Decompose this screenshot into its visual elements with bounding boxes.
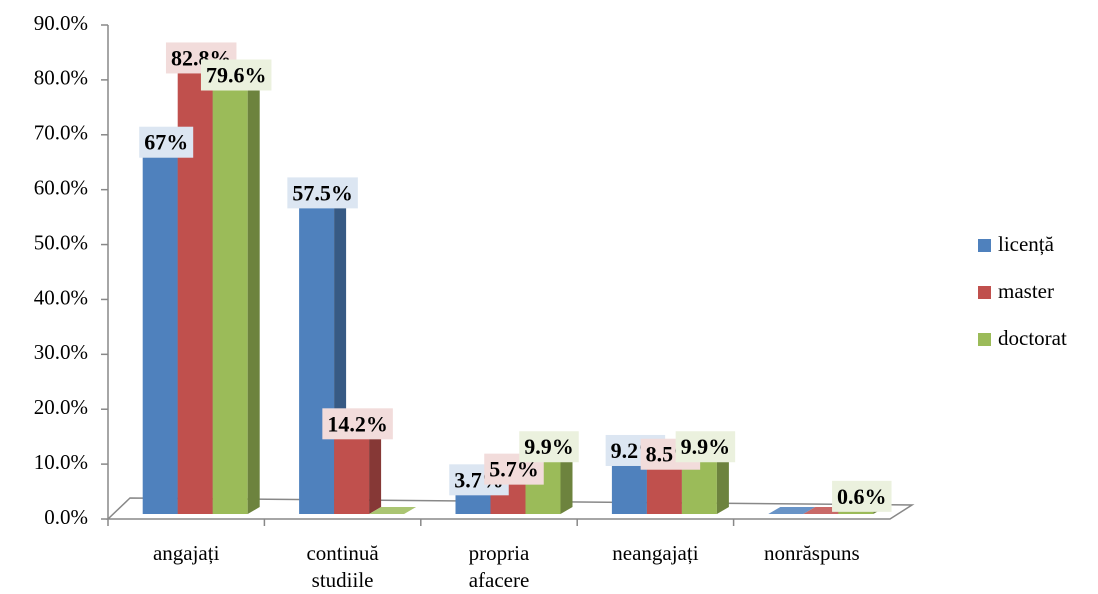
y-tick-label: 20.0% — [34, 395, 88, 419]
y-tick-label: 0.0% — [44, 505, 88, 529]
value-label: 79.6% — [206, 63, 267, 88]
bar-front — [299, 207, 335, 515]
legend-label: master — [998, 279, 1054, 303]
x-tick-label: nonrăspuns — [764, 541, 860, 565]
legend-swatch — [978, 239, 991, 252]
x-tick-label: propria afacere — [469, 541, 530, 592]
bar-top — [369, 507, 417, 514]
value-label-bg — [832, 480, 892, 512]
y-tick-label: 50.0% — [34, 230, 88, 254]
y-tick-label: 60.0% — [34, 175, 88, 199]
value-label-bg — [519, 431, 579, 463]
bar-front — [334, 438, 370, 514]
value-label-group: 67% — [139, 126, 194, 158]
bar-front — [212, 89, 248, 514]
bar-front — [177, 72, 213, 515]
value-label-bg — [322, 408, 393, 440]
value-label: 14.2% — [327, 411, 388, 436]
legend-label: licență — [998, 232, 1055, 256]
value-label-bg — [287, 177, 358, 209]
bar-front — [646, 468, 682, 514]
legend-label: doctorat — [998, 326, 1067, 350]
value-label: 57.5% — [292, 180, 353, 205]
value-label: 9.9% — [524, 434, 574, 459]
bar-top — [768, 507, 816, 514]
y-tick-label: 40.0% — [34, 285, 88, 309]
value-label-bg — [675, 431, 736, 463]
value-label: 0.6% — [837, 484, 887, 509]
y-tick-label: 70.0% — [34, 121, 88, 145]
x-tick-label: neangajați — [612, 541, 698, 565]
value-label: 67% — [144, 130, 188, 155]
y-tick-label: 30.0% — [34, 340, 88, 364]
value-label-group: 9.9% — [519, 431, 579, 463]
legend-swatch — [978, 286, 991, 299]
bar-side — [369, 431, 382, 514]
bar-front — [455, 494, 491, 514]
y-tick-label: 10.0% — [34, 450, 88, 474]
bar — [334, 431, 382, 514]
bar — [369, 507, 417, 514]
bar-front — [142, 156, 178, 514]
value-label-group: 0.6% — [832, 480, 892, 512]
bar-side — [247, 82, 260, 514]
bar-side — [560, 454, 573, 514]
value-label-bg — [139, 126, 194, 158]
legend-swatch — [978, 333, 991, 346]
bar-front — [611, 464, 647, 514]
bar-side — [716, 454, 729, 514]
bar — [768, 507, 816, 514]
value-label-group: 9.9% — [675, 431, 736, 463]
bar — [212, 82, 260, 514]
bar-front — [681, 461, 717, 514]
y-tick-label: 80.0% — [34, 66, 88, 90]
value-label-group: 57.5% — [287, 177, 358, 209]
value-label-bg — [200, 59, 272, 91]
x-tick-label: continuă studiile — [306, 541, 379, 592]
y-tick-label: 90.0% — [34, 11, 88, 35]
x-tick-label: angajați — [153, 541, 220, 565]
value-label: 9.9% — [681, 434, 731, 459]
value-label-group: 14.2% — [322, 408, 393, 440]
value-label-group: 79.6% — [200, 59, 272, 91]
